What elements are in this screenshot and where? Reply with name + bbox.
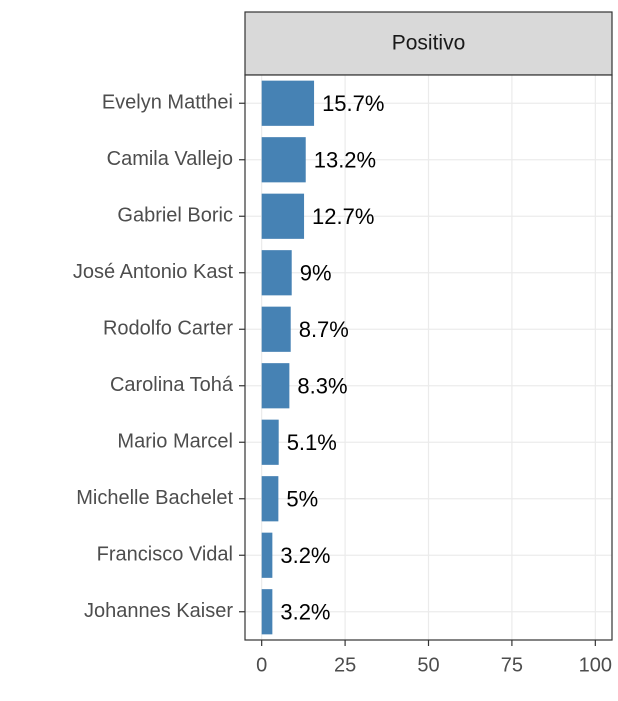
value-label: 3.2% (280, 543, 330, 568)
x-tick-label: 100 (579, 654, 612, 676)
bar (261, 476, 279, 522)
y-tick-label: Michelle Bachelet (76, 487, 233, 509)
value-label: 9% (300, 261, 332, 286)
y-tick-label: Camila Vallejo (107, 148, 233, 170)
value-label: 8.7% (299, 317, 349, 342)
bar (261, 250, 292, 296)
bar (261, 306, 291, 352)
value-label: 13.2% (314, 148, 376, 173)
y-tick-label: Carolina Tohá (110, 374, 234, 396)
bar (261, 80, 315, 126)
y-tick-label: Johannes Kaiser (84, 600, 233, 622)
bar (261, 589, 273, 635)
value-label: 5% (286, 487, 318, 512)
bar (261, 419, 279, 465)
y-tick-label: José Antonio Kast (73, 261, 234, 283)
bar (261, 137, 306, 183)
y-tick-label: Gabriel Boric (117, 205, 233, 227)
bar (261, 193, 305, 239)
x-tick-label: 50 (417, 654, 439, 676)
y-tick-label: Evelyn Matthei (102, 92, 233, 114)
facet-label: Positivo (392, 32, 466, 55)
panel-border (244, 74, 613, 641)
facet-strip (244, 11, 613, 76)
x-tick-label: 75 (501, 654, 523, 676)
y-tick-label: Francisco Vidal (97, 544, 233, 566)
bar (261, 363, 290, 409)
value-label: 8.3% (297, 374, 347, 399)
y-tick-label: Rodolfo Carter (103, 318, 233, 340)
value-label: 3.2% (280, 600, 330, 625)
value-label: 5.1% (287, 430, 337, 455)
value-label: 12.7% (312, 204, 374, 229)
bar (261, 532, 273, 578)
x-tick-label: 25 (334, 654, 356, 676)
y-tick-label: Mario Marcel (117, 431, 233, 453)
value-label: 15.7% (322, 91, 384, 116)
x-tick-label: 0 (256, 654, 267, 676)
